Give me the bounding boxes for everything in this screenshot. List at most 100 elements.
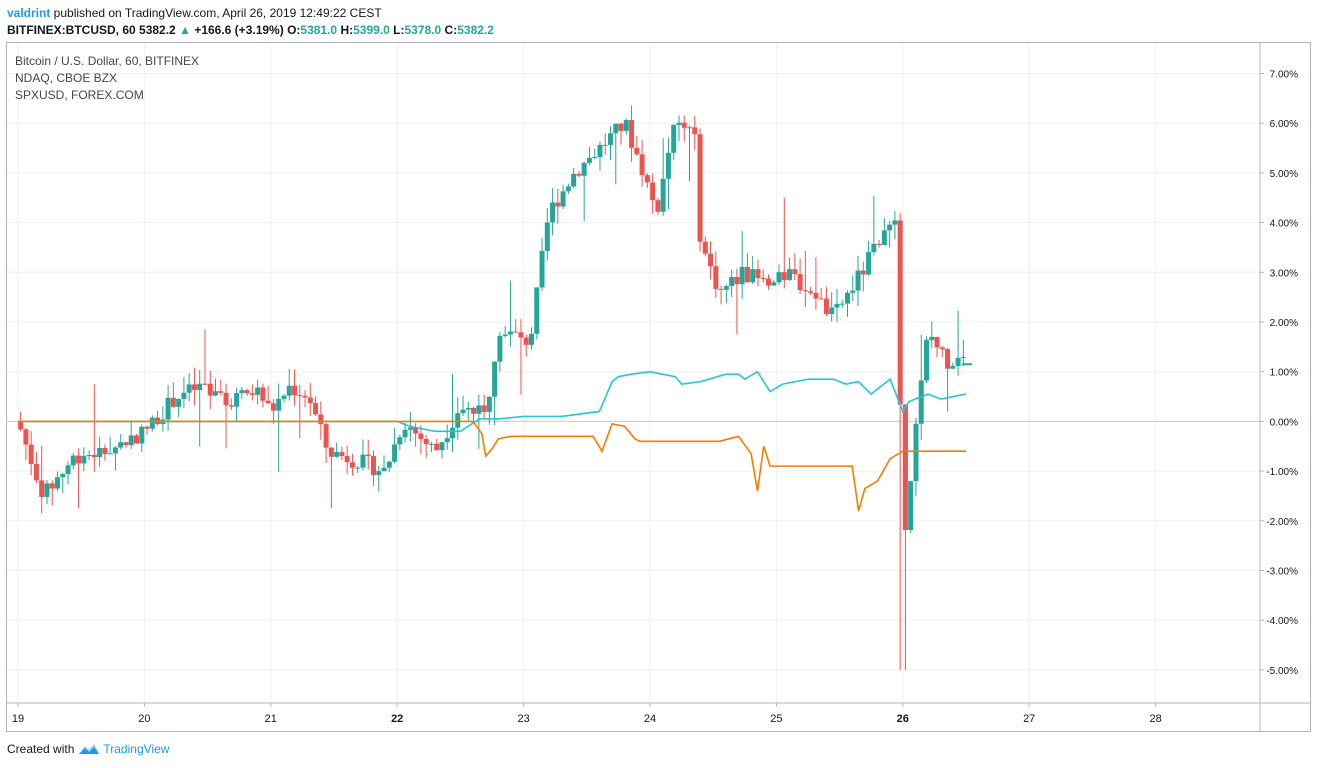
candle-body xyxy=(292,385,297,396)
candle xyxy=(450,374,455,453)
y-tick-label: -3.00% xyxy=(1266,567,1298,578)
x-tick-label: 24 xyxy=(644,713,656,725)
candle xyxy=(850,275,856,302)
candle-body xyxy=(428,443,434,445)
candle xyxy=(439,441,445,459)
candle xyxy=(118,434,124,450)
candle-body xyxy=(734,277,740,285)
candle-body xyxy=(750,269,756,283)
candle-body xyxy=(876,243,882,245)
candle xyxy=(913,417,919,497)
legend-item-ndaq[interactable]: NDAQ, CBOE BZX xyxy=(15,71,118,85)
candle xyxy=(471,406,477,423)
candle xyxy=(602,133,608,155)
candle xyxy=(334,442,340,458)
candle xyxy=(97,436,103,467)
candle-body xyxy=(486,396,492,412)
candle-body xyxy=(223,392,229,406)
candle-body xyxy=(618,123,624,131)
candle xyxy=(839,299,845,308)
legend-item-btc[interactable]: Bitcoin / U.S. Dollar, 60, BITFINEX xyxy=(15,54,200,68)
candle xyxy=(929,321,935,349)
candle-body xyxy=(260,387,266,401)
candle xyxy=(70,453,76,470)
candle-body xyxy=(513,331,519,333)
candle xyxy=(81,447,87,472)
x-tick-label: 22 xyxy=(391,713,403,725)
candle-body xyxy=(86,455,92,457)
candle-body xyxy=(681,122,687,128)
candle xyxy=(792,253,798,281)
candle-body xyxy=(70,455,76,466)
candle xyxy=(423,435,429,458)
high-value: 5399.0 xyxy=(353,23,390,37)
candle xyxy=(644,173,650,188)
candle xyxy=(739,231,745,299)
candle xyxy=(787,257,793,282)
high-label: H: xyxy=(340,23,354,37)
candle xyxy=(518,319,524,395)
candle-body xyxy=(439,442,445,451)
tradingview-brand[interactable]: TradingView xyxy=(103,742,170,756)
x-tick-label: 28 xyxy=(1149,713,1161,725)
candle xyxy=(586,146,592,166)
candle xyxy=(729,269,735,297)
candle-body xyxy=(523,337,529,345)
candle xyxy=(550,187,556,236)
candle xyxy=(818,288,824,300)
created-with-label: Created with xyxy=(7,742,75,756)
candle xyxy=(397,434,403,451)
y-axis[interactable]: 7.00% 6.00% 5.00% 4.00% 3.00% 2.00% 1.00% 0.00%… xyxy=(1259,43,1298,731)
candle-body xyxy=(281,395,287,399)
candle xyxy=(360,439,366,471)
candle xyxy=(344,445,350,474)
candle xyxy=(908,480,914,533)
candle xyxy=(313,396,319,416)
candle-body xyxy=(91,455,97,458)
candle-body xyxy=(39,480,45,497)
candle xyxy=(650,173,656,214)
candle xyxy=(323,422,329,464)
candle-body xyxy=(76,455,82,464)
candle xyxy=(750,255,756,284)
y-tick-label: 5.00% xyxy=(1270,169,1298,180)
candle-body xyxy=(270,403,276,411)
candle xyxy=(392,427,398,464)
candle-body xyxy=(613,123,619,134)
candle xyxy=(123,441,129,448)
candle-body xyxy=(139,426,145,444)
candle xyxy=(797,258,803,294)
candle xyxy=(887,221,893,248)
candle xyxy=(65,461,71,485)
close-label: C: xyxy=(444,23,458,37)
up-arrow-icon: ▲ xyxy=(179,23,191,37)
candle xyxy=(808,286,814,296)
candle xyxy=(934,336,940,358)
author-name[interactable]: valdrint xyxy=(7,6,51,20)
candle xyxy=(455,397,461,440)
candle xyxy=(866,240,872,276)
x-axis[interactable]: 19 20 21 22 23 24 25 26 27 28 xyxy=(7,702,1310,725)
close-value: 5382.2 xyxy=(457,23,494,37)
last-price: 5382.2 xyxy=(139,23,176,37)
candle-body xyxy=(134,435,139,444)
footer: Created with TradingView xyxy=(7,742,169,756)
x-tick-label: 25 xyxy=(770,713,782,725)
candle-body xyxy=(455,413,461,428)
legend-item-spx[interactable]: SPXUSD, FOREX.COM xyxy=(15,88,144,102)
candle xyxy=(428,441,434,453)
candle xyxy=(481,394,487,419)
candle-body xyxy=(207,383,213,396)
candle xyxy=(702,236,708,257)
candle xyxy=(207,370,213,410)
comparison-lines xyxy=(18,370,967,512)
candle-body xyxy=(871,243,877,253)
candle-body xyxy=(460,409,466,414)
candle-body xyxy=(328,447,334,457)
candle-body xyxy=(808,291,814,293)
candle-body xyxy=(623,120,629,131)
candle xyxy=(328,446,334,509)
candle xyxy=(144,425,150,435)
candle-body xyxy=(255,387,261,395)
